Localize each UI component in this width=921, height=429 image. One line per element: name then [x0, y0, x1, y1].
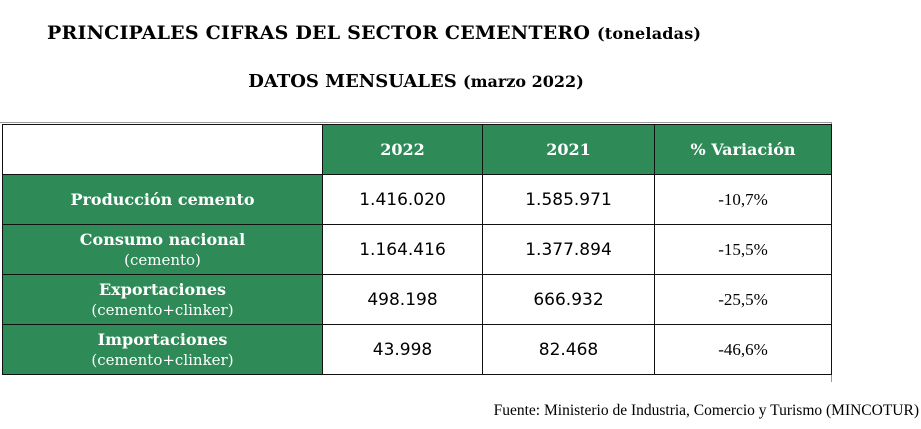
row-label: Consumo nacional (cemento) [2, 224, 323, 275]
header-2021: 2021 [482, 124, 655, 175]
cell-2022: 498.198 [322, 274, 483, 325]
header-variation: % Variación [654, 124, 832, 175]
page-title: PRINCIPALES CIFRAS DEL SECTOR CEMENTERO … [47, 22, 701, 44]
table-row: Importaciones (cemento+clinker) 43.998 8… [2, 324, 832, 375]
row-label-main: Importaciones [97, 329, 228, 349]
cell-variation: -25,5% [654, 274, 832, 325]
table-row: Consumo nacional (cemento) 1.164.416 1.3… [2, 224, 832, 275]
title-main: PRINCIPALES CIFRAS DEL SECTOR CEMENTERO [47, 22, 591, 44]
row-label: Importaciones (cemento+clinker) [2, 324, 323, 375]
cell-2021: 82.468 [482, 324, 655, 375]
table-row: Producción cemento 1.416.020 1.585.971 -… [2, 174, 832, 225]
cement-figures-table: 2022 2021 % Variación Producción cemento… [2, 124, 832, 375]
header-blank-cell [2, 124, 323, 175]
row-label-sub: (cemento) [124, 250, 201, 269]
page-subtitle: DATOS MENSUALES (marzo 2022) [0, 71, 832, 92]
row-label: Exportaciones (cemento+clinker) [2, 274, 323, 325]
title-unit: (toneladas) [596, 24, 702, 43]
cell-2021: 1.377.894 [482, 224, 655, 275]
cell-2022: 43.998 [322, 324, 483, 375]
cell-2021: 666.932 [482, 274, 655, 325]
row-label: Producción cemento [2, 174, 323, 225]
cell-2021: 1.585.971 [482, 174, 655, 225]
subtitle-main: DATOS MENSUALES [248, 71, 457, 92]
subtitle-period: (marzo 2022) [463, 72, 584, 91]
source-note: Fuente: Ministerio de Industria, Comerci… [493, 402, 919, 419]
cell-variation: -46,6% [654, 324, 832, 375]
row-label-main: Consumo nacional [79, 229, 246, 249]
row-label-sub: (cemento+clinker) [91, 300, 234, 319]
cell-variation: -15,5% [654, 224, 832, 275]
row-label-main: Producción cemento [70, 189, 255, 209]
row-label-main: Exportaciones [98, 279, 227, 299]
cell-2022: 1.164.416 [322, 224, 483, 275]
row-label-sub: (cemento+clinker) [91, 350, 234, 369]
header-2022: 2022 [322, 124, 483, 175]
cell-variation: -10,7% [654, 174, 832, 225]
table-frame [0, 122, 832, 382]
table-header-row: 2022 2021 % Variación [2, 124, 832, 175]
cell-2022: 1.416.020 [322, 174, 483, 225]
table-row: Exportaciones (cemento+clinker) 498.198 … [2, 274, 832, 325]
